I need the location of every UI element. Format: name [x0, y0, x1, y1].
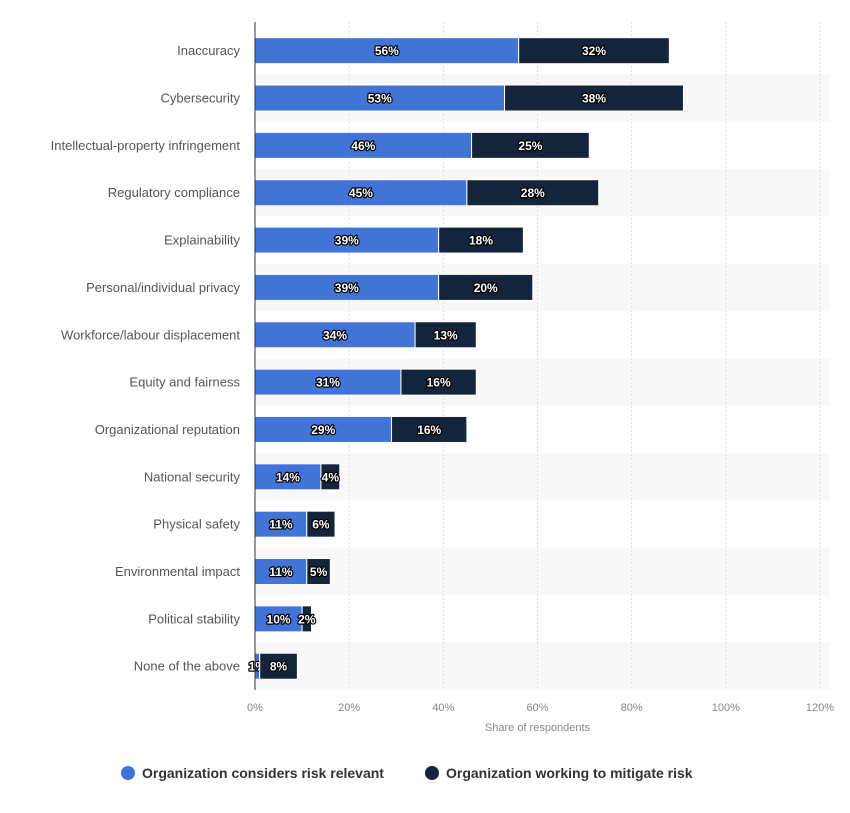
bar-segment-mitigate	[306, 510, 336, 538]
row-band	[255, 453, 830, 501]
data-label: 14%	[276, 470, 300, 484]
category-label: Political stability	[148, 611, 240, 626]
data-label: 34%	[323, 328, 347, 342]
bar-segment-relevant	[254, 368, 402, 396]
legend-label: Organization working to mitigate risk	[446, 765, 693, 781]
data-label: 39%	[335, 234, 359, 248]
bar-segment-relevant	[254, 226, 440, 254]
category-label: Equity and fairness	[129, 375, 240, 390]
data-label: 11%	[269, 518, 293, 532]
legend-marker-icon	[121, 766, 135, 780]
data-label: 56%	[375, 44, 399, 58]
x-tick-label: 60%	[526, 702, 548, 714]
data-label: 13%	[434, 328, 458, 342]
bar-segment-relevant	[254, 463, 322, 491]
data-label: 16%	[427, 376, 451, 390]
bar-segment-mitigate	[301, 605, 313, 633]
data-label: 25%	[518, 139, 542, 153]
data-label: 32%	[582, 44, 606, 58]
bar-segment-mitigate	[391, 415, 468, 443]
data-label: 45%	[349, 186, 373, 200]
x-tick-label: 40%	[432, 702, 454, 714]
bar-segment-mitigate	[414, 321, 477, 349]
legend-label: Organization considers risk relevant	[142, 765, 384, 781]
data-label: 28%	[521, 186, 545, 200]
bar-segment-relevant	[254, 605, 303, 633]
data-label: 2%	[298, 612, 316, 626]
data-label: 16%	[417, 423, 441, 437]
x-tick-label: 20%	[338, 702, 360, 714]
bar-segment-mitigate	[471, 131, 590, 159]
bar-segment-mitigate	[438, 273, 534, 301]
category-label: None of the above	[134, 659, 240, 674]
bar-segment-mitigate	[259, 652, 298, 680]
data-label: 4%	[322, 470, 340, 484]
category-label: Cybersecurity	[161, 91, 241, 106]
row-band	[255, 642, 830, 690]
category-label: Environmental impact	[115, 564, 240, 579]
x-tick-label: 0%	[247, 702, 263, 714]
bar-segment-mitigate	[518, 37, 670, 65]
bar-segment-relevant	[254, 273, 440, 301]
bar-segment-relevant	[254, 84, 506, 112]
category-label: Physical safety	[153, 517, 240, 532]
bar-segment-mitigate	[306, 558, 331, 586]
category-label: Explainability	[164, 233, 240, 248]
category-label: Intellectual-property infringement	[51, 138, 241, 153]
x-tick-label: 120%	[806, 702, 834, 714]
row-band	[255, 547, 830, 596]
data-label: 38%	[582, 92, 606, 106]
bar-segment-relevant	[254, 37, 520, 65]
bar-segment-mitigate	[320, 463, 341, 491]
category-label: Inaccuracy	[177, 43, 240, 58]
legend-marker-icon	[425, 766, 439, 780]
x-tick-label: 100%	[712, 702, 740, 714]
data-label: 31%	[316, 376, 340, 390]
data-label: 10%	[267, 612, 291, 626]
bar-segment-mitigate	[438, 226, 524, 254]
bar-segment-mitigate	[466, 179, 600, 207]
bar-segment-mitigate	[400, 368, 477, 396]
bar-segment-mitigate	[504, 84, 684, 112]
data-label: 11%	[269, 565, 293, 579]
data-label: 29%	[311, 423, 335, 437]
category-label: Regulatory compliance	[108, 185, 240, 200]
data-label: 18%	[469, 234, 493, 248]
category-label: Personal/individual privacy	[86, 280, 240, 295]
x-axis-title: Share of respondents	[485, 722, 591, 734]
category-label: National security	[144, 469, 241, 484]
data-label: 5%	[310, 565, 328, 579]
data-label: 6%	[312, 518, 330, 532]
category-label: Organizational reputation	[95, 422, 240, 437]
data-label: 39%	[335, 281, 359, 295]
x-tick-label: 80%	[621, 702, 643, 714]
data-label: 20%	[474, 281, 498, 295]
data-label: 46%	[351, 139, 375, 153]
data-label: 53%	[368, 92, 392, 106]
data-label: 8%	[270, 660, 288, 674]
category-label: Workforce/labour displacement	[61, 327, 240, 342]
